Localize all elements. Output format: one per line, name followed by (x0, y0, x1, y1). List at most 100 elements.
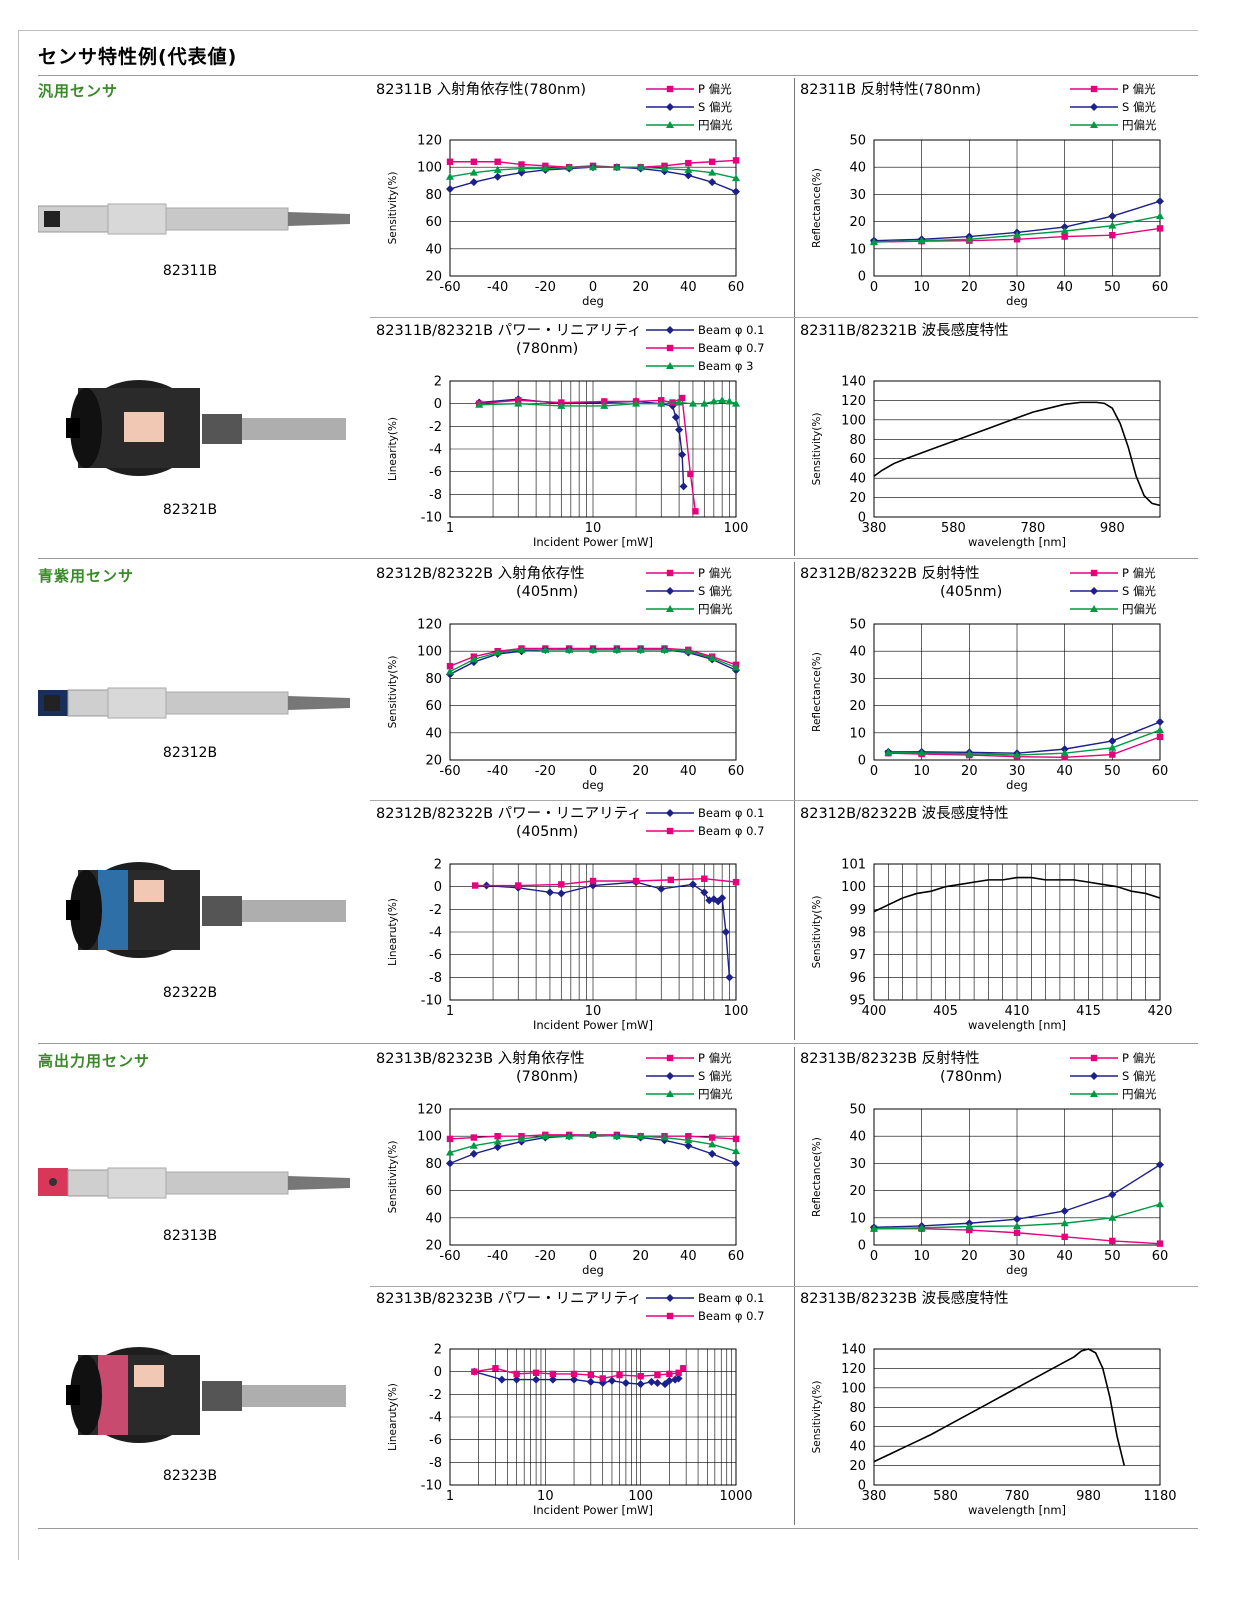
data-point (732, 878, 740, 886)
x-tick-label: 20 (961, 1249, 978, 1264)
data-point (1108, 1190, 1117, 1199)
data-point (1060, 1219, 1069, 1227)
y-tick-label: 0 (858, 754, 866, 769)
x-tick-label: -40 (487, 764, 508, 779)
data-point (1108, 221, 1117, 229)
legend-entry: Beam φ 3 (646, 359, 753, 373)
data-point (636, 1132, 645, 1140)
legend-marker (666, 827, 674, 835)
legend-label: P 偏光 (1122, 1051, 1156, 1065)
y-tick-label: 40 (849, 472, 866, 487)
data-point (660, 164, 669, 172)
legend-label: 円偏光 (1122, 1087, 1157, 1101)
x-tick-label: 40 (1056, 1249, 1073, 1264)
x-tick-label: 60 (728, 764, 745, 779)
y-tick-label: 2 (434, 1343, 442, 1358)
data-point (1013, 1221, 1021, 1229)
data-point (1061, 754, 1068, 761)
sensor-82322B-image (66, 862, 346, 958)
data-point (680, 1365, 687, 1372)
data-point (687, 470, 694, 478)
x-tick-label: 410 (1005, 1004, 1030, 1019)
legend-entry: S 偏光 (1070, 1069, 1156, 1083)
data-point (636, 645, 645, 653)
x-tick-label: 50 (1104, 280, 1121, 295)
legend-marker (666, 362, 674, 369)
data-point (685, 159, 692, 167)
legend-marker (666, 1072, 674, 1080)
y-tick-label: 40 (849, 1440, 866, 1455)
product-label: 82321B (162, 502, 218, 518)
chart-subtitle: (405nm) (516, 824, 578, 840)
x-axis-label: wavelength [nm] (968, 1503, 1066, 1517)
data-point (1060, 223, 1069, 232)
x-tick-label: 1 (446, 1004, 454, 1019)
data-point (570, 1375, 579, 1384)
y-tick-label: -2 (429, 420, 442, 435)
x-axis-label: Incident Power [mW] (533, 1503, 653, 1517)
series-line (874, 876, 1161, 913)
legend-label: P 偏光 (698, 1051, 732, 1065)
data-point (675, 398, 684, 406)
legend-label: S 偏光 (698, 1069, 732, 1083)
data-point (1156, 225, 1164, 232)
y-tick-label: -4 (429, 443, 442, 458)
x-tick-label: 1180 (1143, 1489, 1176, 1504)
data-point (721, 928, 730, 936)
data-point (1060, 1207, 1069, 1215)
legend-entry: Beam φ 0.7 (646, 341, 764, 355)
legend-marker (666, 326, 674, 334)
x-tick-label: -20 (535, 280, 556, 295)
legend-entry: 円偏光 (1070, 602, 1157, 616)
data-point (446, 184, 454, 193)
data-point (678, 394, 686, 402)
product-label: 82312B (162, 745, 218, 761)
y-tick-label: 100 (841, 880, 866, 895)
chart-row-divider (370, 1286, 1198, 1287)
data-point (517, 164, 526, 172)
legend-label: S 偏光 (1122, 1069, 1156, 1083)
y-tick-label: -8 (429, 488, 442, 503)
data-point (718, 894, 727, 902)
y-tick-label: 2 (434, 858, 442, 873)
y-tick-label: -6 (429, 465, 442, 480)
data-point (667, 876, 675, 884)
legend-label: S 偏光 (698, 584, 732, 598)
data-point (725, 973, 734, 982)
data-point (471, 1368, 478, 1375)
data-point (1109, 751, 1116, 758)
legend-label: P 偏光 (1122, 82, 1156, 96)
x-tick-label: 780 (1020, 521, 1045, 536)
data-point (965, 235, 974, 243)
data-point (1156, 1240, 1164, 1247)
data-point (708, 1149, 717, 1158)
legend-marker (666, 569, 674, 577)
y-axis-label: Linearity(%) (387, 417, 399, 481)
legend-label: Beam φ 0.7 (698, 1309, 764, 1323)
legend-marker (1090, 85, 1098, 93)
data-point (493, 172, 502, 181)
section-divider (38, 1528, 1198, 1529)
legend-marker (666, 85, 674, 93)
x-tick-label: 380 (862, 521, 887, 536)
data-point (708, 168, 717, 176)
data-point (708, 1134, 716, 1141)
chart-subtitle: (780nm) (516, 1069, 578, 1085)
y-tick-label: 96 (849, 971, 866, 986)
data-point (601, 398, 608, 405)
y-tick-label: -10 (421, 1479, 442, 1494)
legend-marker (666, 1090, 674, 1097)
legend-marker (666, 1312, 674, 1320)
y-tick-label: 60 (425, 215, 442, 230)
x-tick-label: 40 (680, 280, 697, 295)
data-point (565, 645, 574, 653)
chart-c12: 82313B/82323B 波長感度特性 0 20 40 60 80 100 120 140 38… (800, 1290, 1177, 1517)
data-point (1013, 1229, 1021, 1236)
data-point (965, 749, 974, 757)
chart-panel: 82312B/82322B 波長感度特性 95 96 97 98 99 100 101 400 4… (800, 804, 1196, 1044)
series-line (475, 878, 737, 887)
data-point (647, 1377, 656, 1386)
legend-entry: Beam φ 0.7 (646, 824, 764, 838)
y-tick-label: 40 (425, 1211, 442, 1226)
